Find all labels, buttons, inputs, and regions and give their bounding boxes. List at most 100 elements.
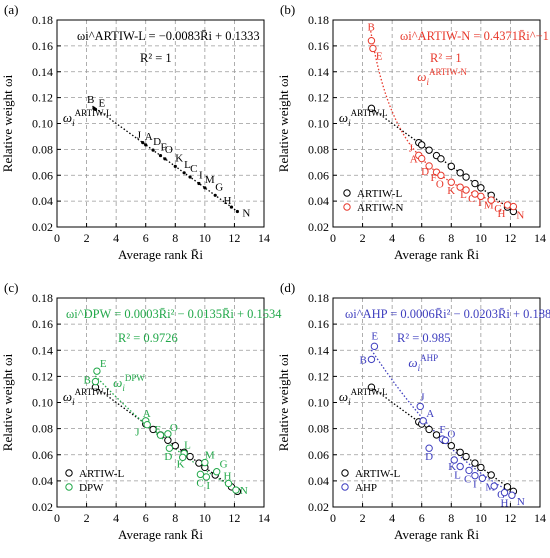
fit-equation: ωi^ARTIW-L = −0.0083R̄i + 0.1333	[77, 29, 260, 43]
x-tick-label: 10	[199, 511, 211, 525]
point-label: A	[143, 408, 151, 420]
point-label: J	[137, 130, 142, 142]
point-label: J	[409, 142, 414, 154]
data-point	[462, 173, 470, 181]
y-tick-label: 0.10	[32, 396, 53, 410]
data-point	[173, 164, 177, 168]
curve-label: ωiARTIW-L	[63, 108, 112, 128]
y-tick-label: 0.12	[32, 369, 53, 383]
data-point	[487, 196, 495, 204]
x-tick-label: 12	[504, 511, 516, 525]
data-point	[471, 459, 479, 467]
data-point	[416, 402, 424, 411]
data-point	[367, 355, 376, 364]
data-point	[418, 141, 426, 149]
point-label: M	[205, 450, 215, 462]
data-point	[196, 470, 205, 479]
point-label: I	[473, 479, 477, 491]
x-tick-label: 6	[419, 231, 425, 245]
legend-marker	[65, 469, 73, 477]
data-point	[149, 425, 157, 434]
data-point	[141, 141, 145, 145]
data-point	[477, 463, 485, 472]
x-tick-label: 10	[199, 231, 211, 245]
point-label: K	[177, 458, 185, 470]
point-label: C	[190, 163, 197, 175]
point-label: A	[410, 154, 418, 166]
y-tick-label: 0.14	[308, 343, 329, 357]
data-point	[419, 417, 427, 425]
legend-label: ARTIW-L	[79, 468, 124, 480]
legend-marker	[65, 483, 73, 491]
data-point	[370, 342, 379, 351]
y-tick-label: 0.16	[308, 39, 329, 53]
data-point	[508, 491, 516, 499]
point-label: D	[425, 451, 433, 463]
point-label: C	[196, 477, 203, 489]
data-point	[441, 436, 450, 445]
point-label: D	[421, 166, 429, 178]
point-label: J	[420, 391, 425, 403]
point-label: F	[161, 142, 167, 154]
data-point	[471, 471, 479, 480]
fit-equation: ωi^DPW = 0.0003R̄i² − 0.0135R̄i + 0.1534	[66, 307, 282, 321]
x-tick-label: 8	[448, 231, 454, 245]
legend-label: ARTIW-L	[357, 188, 402, 200]
legend-marker	[343, 189, 351, 197]
panel-label: (b)	[280, 2, 295, 17]
point-label: M	[205, 174, 215, 186]
data-point	[478, 474, 487, 482]
x-tick-label: 0	[54, 511, 60, 525]
r-squared: R² = 1	[140, 51, 172, 65]
data-point	[425, 162, 433, 170]
data-point	[91, 377, 100, 386]
x-tick-label: 4	[113, 231, 119, 245]
data-point	[163, 157, 167, 161]
y-tick-label: 0.08	[308, 422, 329, 436]
y-tick-label: 0.12	[308, 91, 329, 105]
data-point	[490, 482, 498, 490]
legend-label: ARTIW-N	[357, 202, 403, 214]
x-tick-label: 10	[475, 231, 487, 245]
y-tick-label: 0.06	[308, 448, 329, 462]
panel-label: (a)	[4, 2, 18, 17]
y-tick-label: 0.06	[32, 448, 53, 462]
y-tick-label: 0.08	[32, 422, 53, 436]
point-label: F	[439, 424, 445, 436]
data-point	[212, 468, 221, 476]
x-tick-label: 4	[113, 511, 119, 525]
y-tick-label: 0.08	[32, 142, 53, 156]
point-label: E	[371, 330, 378, 342]
point-label: H	[501, 498, 509, 510]
x-tick-label: 0	[330, 231, 336, 245]
data-point	[447, 178, 455, 186]
panel-b: (b) 0 2 4 6 8 10 12 14 0.02 0.04 0.06 0.08 0.10 0.12 0.…	[276, 2, 549, 262]
point-label: O	[447, 428, 455, 440]
data-point	[456, 448, 464, 456]
data-point	[151, 148, 155, 152]
point-label: K	[175, 152, 183, 164]
x-tick-label: 8	[448, 511, 454, 525]
data-point	[143, 421, 151, 429]
point-label: O	[436, 178, 444, 190]
data-point	[182, 171, 186, 175]
point-label: E	[98, 97, 105, 109]
data-point	[232, 486, 240, 494]
point-label: M	[485, 481, 495, 493]
y-tick-label: 0.02	[32, 220, 53, 234]
legend-label: ARTIW-L	[355, 468, 400, 480]
y-tick-label: 0.12	[308, 369, 329, 383]
data-point	[165, 444, 174, 452]
y-axis-label: Relative weight ωi	[276, 353, 291, 451]
point-label: N	[517, 496, 525, 508]
y-tick-label: 0.10	[308, 396, 329, 410]
point-label: D	[164, 451, 172, 463]
data-point	[369, 44, 377, 53]
x-tick-label: 14	[534, 511, 546, 525]
point-label: G	[497, 489, 505, 501]
legend-label: AHP	[355, 482, 377, 494]
data-point	[509, 202, 518, 211]
data-point	[186, 452, 194, 461]
data-point	[224, 479, 233, 488]
y-tick-label: 0.06	[32, 168, 53, 182]
